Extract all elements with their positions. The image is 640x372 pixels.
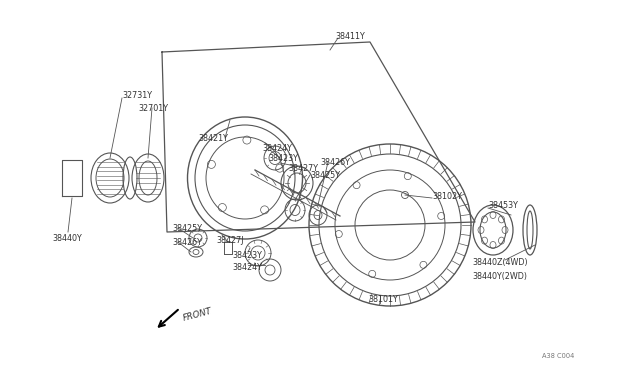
- Text: 38423Y: 38423Y: [232, 250, 262, 260]
- Text: 38425Y: 38425Y: [172, 224, 202, 232]
- Text: 38427Y: 38427Y: [288, 164, 318, 173]
- Text: 38440Y(2WD): 38440Y(2WD): [472, 273, 527, 282]
- Text: 38426Y: 38426Y: [320, 157, 350, 167]
- Text: 38423Y: 38423Y: [268, 154, 298, 163]
- Text: 38421Y: 38421Y: [198, 134, 228, 142]
- Text: 38102Y: 38102Y: [432, 192, 462, 201]
- Text: 38424Y: 38424Y: [262, 144, 292, 153]
- Text: 32731Y: 32731Y: [122, 90, 152, 99]
- Text: 38426Y: 38426Y: [172, 237, 202, 247]
- Text: 38440Z(4WD): 38440Z(4WD): [472, 259, 527, 267]
- Text: 32701Y: 32701Y: [138, 103, 168, 112]
- Text: FRONT: FRONT: [182, 307, 213, 323]
- Text: 38411Y: 38411Y: [335, 32, 365, 41]
- Text: 38427J: 38427J: [216, 235, 243, 244]
- Text: A38 C004: A38 C004: [542, 353, 574, 359]
- Text: 38453Y: 38453Y: [488, 201, 518, 209]
- Text: 38425Y: 38425Y: [310, 170, 340, 180]
- Text: 38101Y: 38101Y: [368, 295, 397, 305]
- Text: 38440Y: 38440Y: [52, 234, 82, 243]
- Text: 38424Y: 38424Y: [232, 263, 262, 273]
